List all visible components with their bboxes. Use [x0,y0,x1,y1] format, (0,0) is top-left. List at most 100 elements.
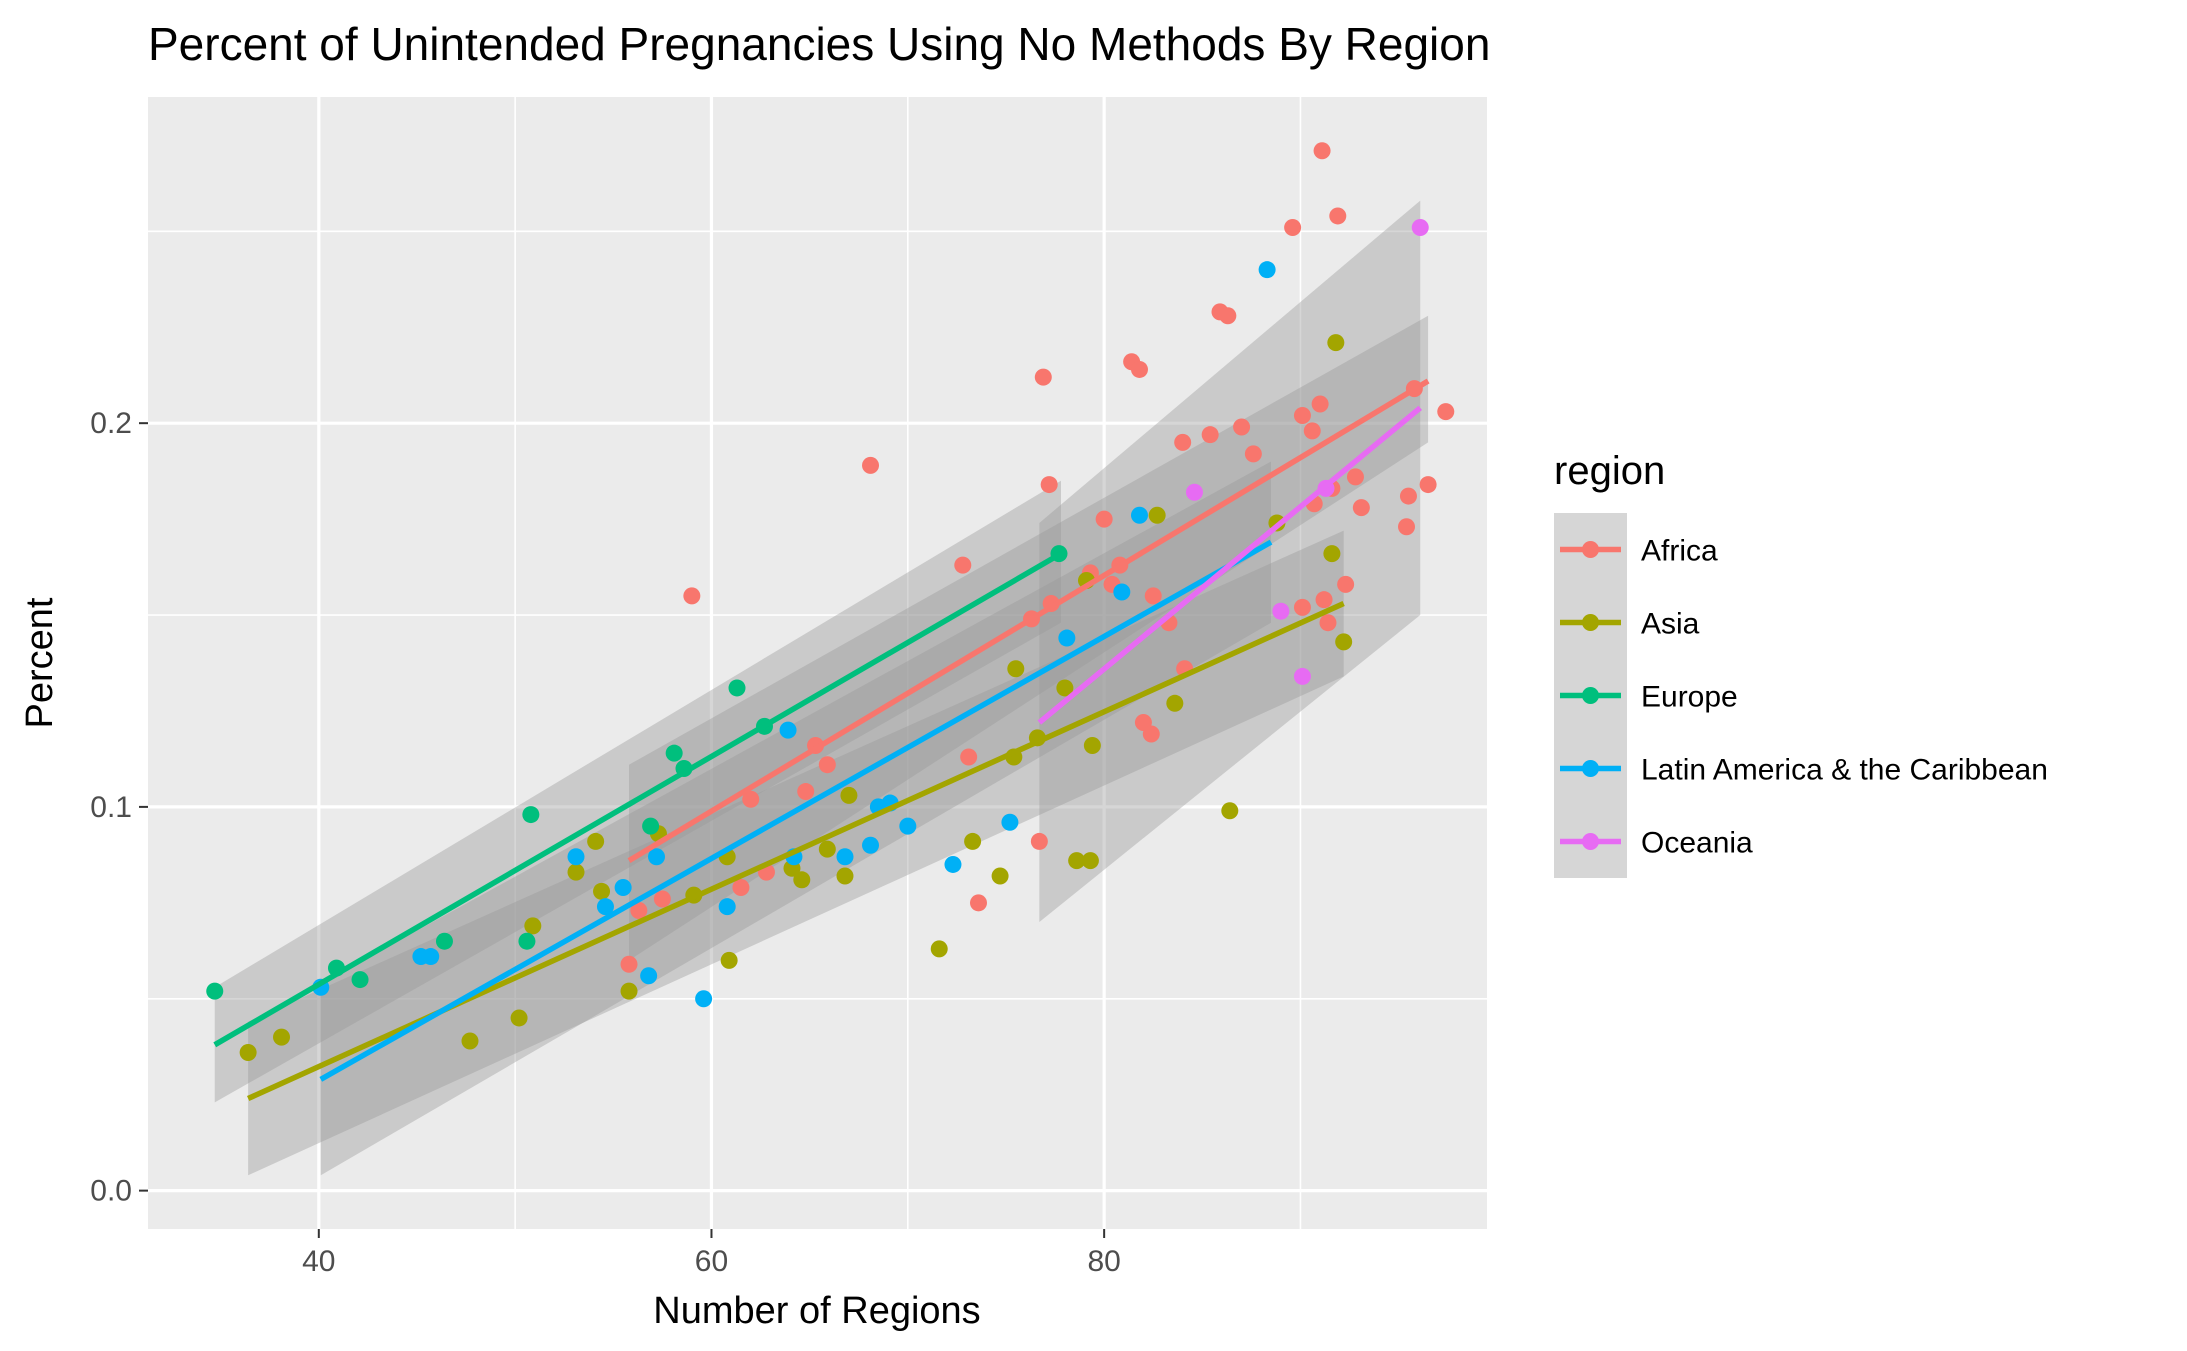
data-point [1258,261,1276,279]
legend-key-point [1582,687,1599,704]
data-point [614,878,632,896]
legend-items: Africa Asia Europe Latin America & the Cari… [1554,513,2048,878]
data-point [930,940,948,958]
data-point [620,982,638,1000]
data-point [1303,422,1321,440]
fit-line [1037,405,1422,725]
fit-line [319,539,1273,1082]
data-point [1313,142,1331,160]
data-point [1113,583,1131,601]
data-point [1034,368,1052,386]
data-point [1346,468,1364,486]
legend-title: region [1554,449,1665,493]
data-point [720,951,738,969]
data-point [1399,487,1417,505]
data-point [1083,737,1101,755]
data-point [1185,483,1203,501]
y-tick-label: 0.2 [90,407,132,440]
y-axis-title: Percent [19,597,61,728]
data-point [1030,832,1048,850]
grid-minor [148,97,1487,1229]
data-point [1058,629,1076,647]
data-point [793,871,811,889]
y-axis: 0.0 0.1 0.2 [90,407,148,1208]
confidence-band [214,480,1061,1103]
data-point [818,840,836,858]
data-point [524,917,542,935]
grid-major [148,97,1487,1229]
data-point [642,817,660,835]
data-point [351,971,369,989]
data-point [1221,802,1239,820]
data-point [1056,679,1074,697]
data-point [1337,575,1355,593]
data-point [1352,499,1370,517]
data-point [718,898,736,916]
data-point [797,783,815,801]
data-point [1315,591,1333,609]
x-tick-label: 80 [1087,1245,1120,1278]
data-point [630,902,648,920]
data-point [522,806,540,824]
legend-label: Europe [1641,681,1738,714]
legend-label: Africa [1641,535,1718,568]
data-point [1144,587,1162,605]
data-point [1272,602,1290,620]
chart-title: Percent of Unintended Pregnancies Using … [148,18,1490,70]
data-point [1233,418,1251,436]
data-point [1130,360,1148,378]
fit-lines [213,378,1430,1102]
data-point [779,721,797,739]
data-point [648,848,666,866]
data-point [695,990,713,1008]
confidence-band [629,315,1429,961]
legend-label: Oceania [1641,827,1753,860]
confidence-band [1039,200,1421,923]
data-point [1081,852,1099,870]
data-point [593,882,611,900]
data-points [206,142,1455,1061]
x-axis-title: Number of Regions [653,1290,980,1332]
data-point [1327,334,1345,352]
data-point [1130,506,1148,524]
legend-label: Latin America & the Caribbean [1641,754,2048,787]
data-point [620,955,638,973]
data-point [273,1028,291,1046]
data-point [1293,667,1311,685]
legend-key-point [1582,760,1599,777]
legend-key-point [1582,541,1599,558]
data-point [1437,403,1455,421]
data-point [969,894,987,912]
data-point [862,836,880,854]
data-point [1001,813,1019,831]
data-point [510,1009,528,1027]
data-point [461,1032,479,1050]
data-point [1284,218,1302,236]
data-point [596,898,614,916]
data-point [1007,660,1025,678]
legend-key-point [1582,833,1599,850]
y-tick-label: 0.1 [90,791,132,824]
data-point [1419,476,1437,494]
data-point [732,878,750,896]
data-point [836,867,854,885]
data-point [1068,852,1086,870]
y-tick-label: 0.0 [90,1175,132,1208]
data-point [728,679,746,697]
x-tick-label: 40 [302,1245,335,1278]
data-point [954,556,972,574]
data-point [422,948,440,966]
data-point [567,863,585,881]
data-point [665,744,683,762]
data-point [1398,518,1416,536]
data-point [239,1043,257,1061]
legend: region Africa Asia Europe Latin America & t… [1554,449,2048,878]
data-point [1174,433,1192,451]
data-point [683,587,701,605]
data-point [862,456,880,474]
data-point [567,848,585,866]
data-point [1142,725,1160,743]
data-point [964,832,982,850]
data-point [1311,395,1329,413]
data-point [1166,694,1184,712]
